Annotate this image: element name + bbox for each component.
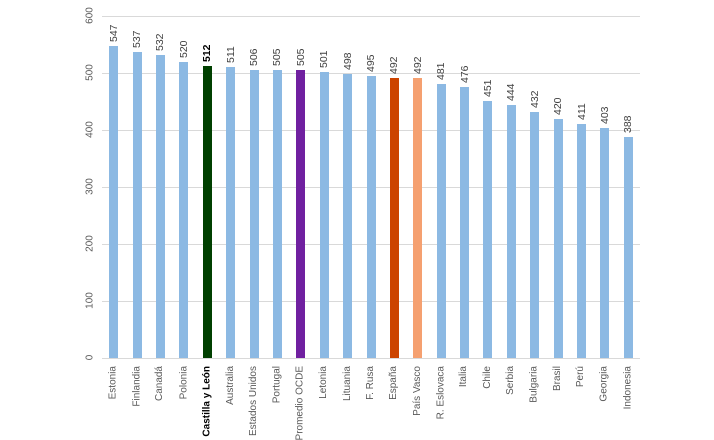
x-tick-label: Polonia [177,366,189,400]
value-label: 451 [481,79,494,97]
x-tick-label: Estados Unidos [248,366,260,437]
value-label: 492 [411,56,424,74]
bar-bulgaria [530,111,540,358]
value-label: 411 [575,102,588,120]
bar-promedio-ocde [296,70,306,358]
x-tick-label: Letonia [318,366,330,399]
x-tick-label: Promedio OCDE [294,366,306,440]
bar-indonesia [623,136,633,358]
value-label: 511 [224,45,237,63]
x-tick-label: España [388,366,400,400]
gridline [102,358,640,359]
value-label: 481 [435,62,448,80]
bar-australia [226,66,236,358]
y-tick-label: 0 [84,354,96,361]
x-tick-label: R. Eslovaca [435,366,447,420]
x-tick-label: Italia [458,366,470,388]
value-label: 505 [271,48,284,67]
y-tick-label: 100 [84,292,96,309]
bar-r-eslovaca [436,83,446,358]
bar-georgia [600,128,610,358]
y-tick-label: 500 [84,64,96,81]
bar-finlandia [132,51,142,358]
bar-polonia [179,61,189,358]
value-label: 537 [131,30,144,48]
x-tick-label: Indonesia [622,366,634,410]
x-tick-label: Australia [224,366,236,405]
x-tick-label: Bulgaria [528,366,540,403]
bar-estados-unidos [249,69,259,358]
x-tick-label: Georgia [598,366,610,402]
value-label: 505 [294,48,307,67]
y-tick-label: 400 [84,121,96,138]
x-tick-label: Chile [481,366,493,389]
value-label: 492 [388,56,401,74]
bar-per- [577,123,587,358]
x-tick-label: Portugal [271,366,283,404]
bar-italia [460,86,470,358]
value-label: 520 [177,40,190,58]
y-tick-label: 600 [84,7,96,24]
bar-estonia [109,46,119,358]
bar-f-rusa [366,75,376,358]
value-label: 547 [107,24,120,43]
bar-espa-a [389,77,399,358]
value-label: 403 [598,106,611,125]
value-label: 501 [318,50,331,69]
value-label: 420 [552,97,565,115]
x-tick-label: Finlandia [131,366,143,407]
x-tick-label: Perú [575,366,587,388]
value-label: 506 [248,48,261,66]
x-tick-label: Lituania [341,366,353,402]
value-label: 495 [365,54,377,72]
value-label: 432 [528,90,541,108]
value-label: 498 [341,52,354,71]
bar-letonia [319,72,329,358]
y-tick-label: 300 [84,178,96,195]
x-tick-label: Serbia [505,366,517,395]
gridline [102,73,640,74]
bar-chile [483,100,493,358]
bar-serbia [506,104,516,358]
bar-brasil [553,118,563,358]
bar-lituania [343,74,353,358]
value-label: 532 [154,33,167,51]
gridline [102,16,640,17]
value-label: 388 [622,115,635,133]
x-tick-label: País Vasco [411,366,423,416]
x-tick-label: Estonia [107,366,119,400]
x-tick-label: Canadá [154,366,166,402]
bar-canad- [155,54,165,358]
x-tick-label: Castilla y León [201,366,213,437]
value-label: 476 [458,65,471,83]
bar-pa-s-vasco [413,77,423,358]
bar-castilla-y-le-n [202,66,212,358]
bar-portugal [272,70,282,358]
value-label: 512 [201,44,214,63]
x-tick-label: F. Rusa [365,366,376,400]
value-label: 444 [505,83,518,101]
y-tick-label: 200 [84,235,96,252]
x-tick-label: Brasil [552,366,564,392]
